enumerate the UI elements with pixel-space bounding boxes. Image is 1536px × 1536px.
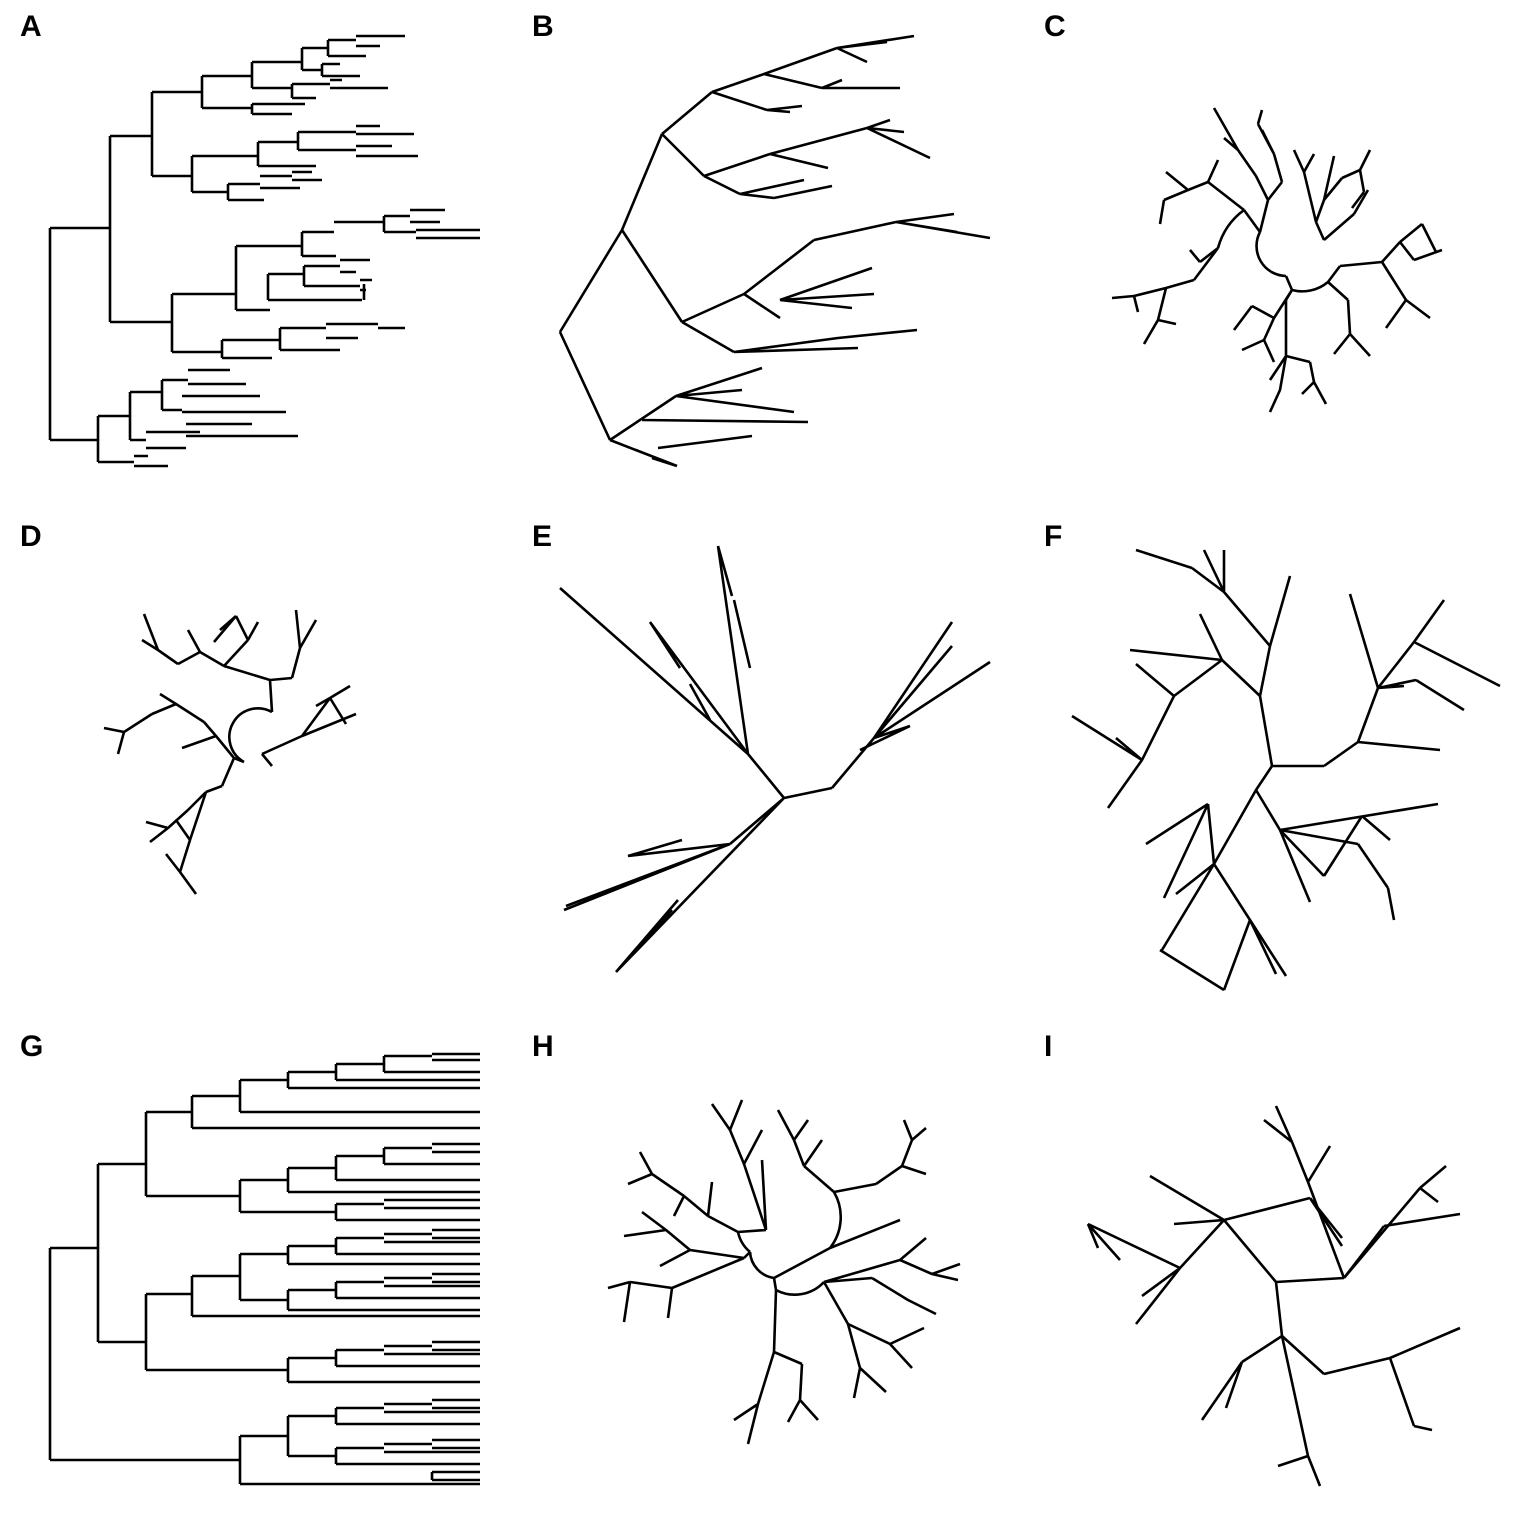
panel-label: F bbox=[1044, 520, 1063, 553]
panel-f: F bbox=[1024, 510, 1534, 1020]
panel-d: D bbox=[0, 510, 510, 1020]
tree-branches bbox=[559, 545, 991, 973]
tree-branches bbox=[607, 1099, 961, 1445]
panel-g: G bbox=[0, 1020, 510, 1530]
panel-label: D bbox=[20, 520, 42, 553]
tree-circular-phylogram bbox=[1111, 107, 1443, 413]
tree-circular-cladogram bbox=[607, 1099, 961, 1445]
panel-label: I bbox=[1044, 1030, 1053, 1063]
tree-branches bbox=[48, 1052, 480, 1486]
panel-h: H bbox=[512, 1020, 1022, 1530]
tree-unrooted-phylogram bbox=[559, 545, 991, 973]
panel-e: E bbox=[512, 510, 1022, 1020]
tree-branches bbox=[103, 609, 357, 895]
panel-label: G bbox=[20, 1030, 44, 1063]
panel-label: C bbox=[1044, 10, 1066, 43]
panel-c: C bbox=[1024, 0, 1534, 510]
panel-i: I bbox=[1024, 1020, 1534, 1530]
tree-branches bbox=[1086, 1105, 1461, 1487]
tree-branches bbox=[48, 34, 480, 468]
panel-b: B bbox=[512, 0, 1022, 510]
panel-label: B bbox=[532, 10, 554, 43]
tree-fan-phylogram bbox=[103, 609, 357, 895]
tree-rectangular-phylogram bbox=[48, 34, 480, 468]
panel-label: E bbox=[532, 520, 553, 553]
tree-rectangular-cladogram bbox=[48, 1052, 480, 1486]
tree-branches bbox=[558, 34, 991, 468]
tree-slanted-phylogram bbox=[558, 34, 991, 468]
tree-branches bbox=[1111, 107, 1443, 413]
tree-equal-angle bbox=[1071, 548, 1501, 992]
panel-label: A bbox=[20, 10, 42, 43]
panel-a: A bbox=[0, 0, 510, 510]
tree-unrooted-cladogram bbox=[1086, 1105, 1461, 1487]
panel-label: H bbox=[532, 1030, 554, 1063]
tree-branches bbox=[1071, 548, 1501, 992]
